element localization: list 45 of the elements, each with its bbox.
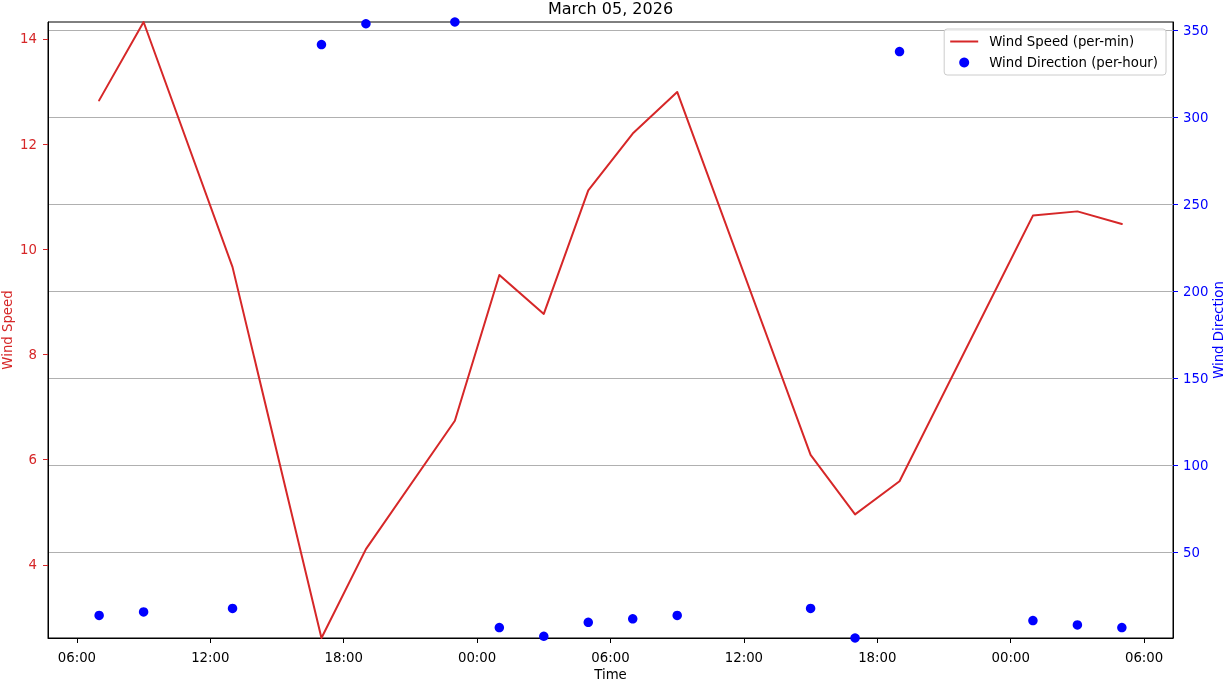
- y-tick-label: 14: [20, 31, 37, 47]
- y2-axis-title: Wind Direction: [1211, 281, 1226, 379]
- x-tick-label: 12:00: [191, 650, 230, 665]
- x-tick-label: 00:00: [457, 650, 497, 665]
- y2-tick-label: 100: [1183, 458, 1209, 474]
- x-tick-label: 12:00: [724, 650, 764, 665]
- y-tick-label: 6: [28, 452, 37, 468]
- point: [539, 631, 549, 642]
- point: [1028, 615, 1038, 626]
- x-tick-label: 18:00: [324, 650, 363, 665]
- y2-tick-label: 300: [1183, 110, 1209, 126]
- y2-tick-label: 200: [1183, 284, 1209, 300]
- y2-tick-label: 50: [1183, 545, 1200, 561]
- legend-label: Wind Direction (per-hour): [989, 55, 1158, 70]
- point: [672, 610, 682, 621]
- point: [94, 610, 104, 621]
- x-tick-label: 00:00: [991, 650, 1030, 665]
- x-tick-label: 18:00: [858, 650, 897, 665]
- x-tick-label: 06:00: [591, 650, 630, 665]
- point: [1072, 620, 1083, 630]
- point: [850, 633, 860, 643]
- point: [805, 603, 816, 614]
- x-axis-title: Time: [593, 667, 627, 682]
- point: [450, 17, 460, 27]
- x-tick-label: 06:00: [57, 650, 97, 665]
- point: [138, 607, 149, 617]
- y2-tick-label: 250: [1183, 197, 1209, 213]
- point: [227, 603, 238, 614]
- y-axis-title: Wind Speed: [0, 290, 15, 370]
- y2-tick-label: 350: [1183, 23, 1209, 39]
- y-tick-label: 10: [20, 241, 37, 257]
- y2-tick-label: 150: [1183, 371, 1209, 387]
- point: [316, 39, 327, 50]
- point: [894, 46, 905, 57]
- y-tick-label: 12: [20, 136, 37, 152]
- point: [627, 614, 638, 624]
- point: [494, 622, 505, 633]
- x-tick-label: 06:00: [1124, 650, 1164, 665]
- point: [583, 617, 594, 628]
- legend-label: Wind Speed (per-min): [989, 34, 1135, 49]
- chart-title: March 05, 2026: [547, 0, 674, 18]
- y-tick-label: 8: [28, 346, 37, 362]
- point: [1117, 622, 1127, 633]
- y-tick-label: 4: [28, 557, 37, 573]
- point: [361, 18, 371, 29]
